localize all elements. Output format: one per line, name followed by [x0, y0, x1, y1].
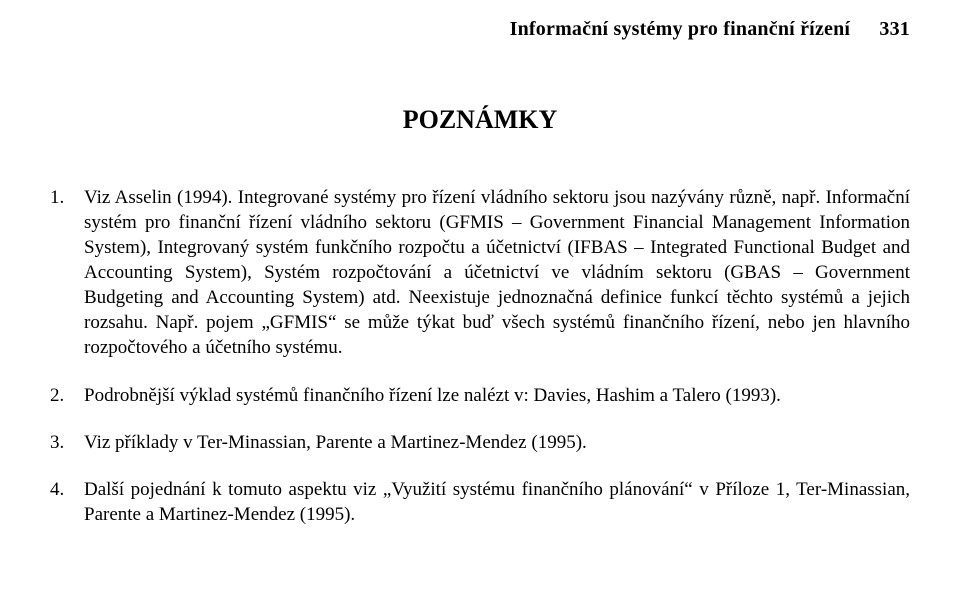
note-item: 1. Viz Asselin (1994). Integrované systé… — [50, 185, 910, 361]
running-head-title: Informační systémy pro finanční řízení — [510, 18, 851, 40]
note-text: Viz příklady v Ter-Minassian, Parente a … — [84, 430, 910, 455]
note-number: 4. — [50, 477, 84, 502]
note-text: Podrobnější výklad systémů finančního ří… — [84, 383, 910, 408]
note-number: 2. — [50, 383, 84, 408]
note-number: 1. — [50, 185, 84, 210]
page: Informační systémy pro finanční řízení 3… — [0, 0, 960, 615]
note-item: 4. Další pojednání k tomuto aspektu viz … — [50, 477, 910, 527]
note-item: 3. Viz příklady v Ter-Minassian, Parente… — [50, 430, 910, 455]
page-number: 331 — [879, 18, 910, 40]
note-text: Viz Asselin (1994). Integrované systémy … — [84, 185, 910, 361]
notes-list: 1. Viz Asselin (1994). Integrované systé… — [50, 185, 910, 527]
note-number: 3. — [50, 430, 84, 455]
running-head: Informační systémy pro finanční řízení 3… — [50, 18, 910, 41]
note-text: Další pojednání k tomuto aspektu viz „Vy… — [84, 477, 910, 527]
section-title: POZNÁMKY — [50, 105, 910, 135]
note-item: 2. Podrobnější výklad systémů finančního… — [50, 383, 910, 408]
